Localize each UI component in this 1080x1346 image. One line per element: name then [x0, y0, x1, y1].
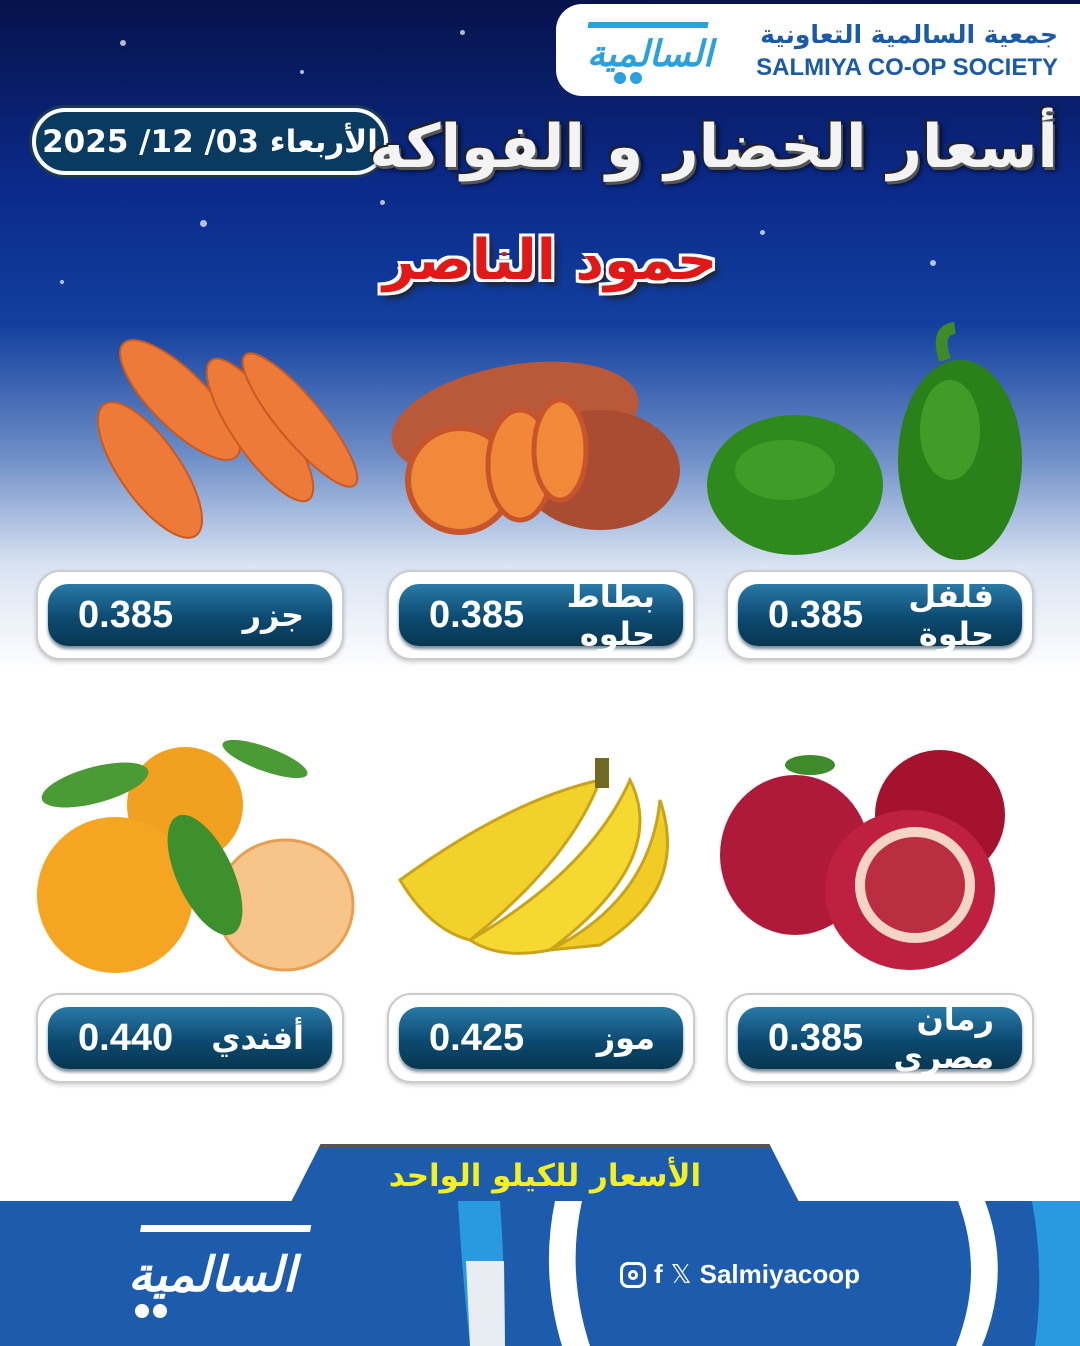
- product-name: جزر: [242, 596, 304, 634]
- product-name: رمان مصري: [893, 1000, 994, 1076]
- x-icon[interactable]: 𝕏: [670, 1259, 692, 1289]
- branch-subtitle: حمود الناصر: [382, 228, 718, 293]
- banana-icon: [398, 758, 669, 955]
- per-kilo-note: الأسعار للكيلو الواحد: [290, 1144, 800, 1204]
- price: 0.385: [429, 593, 525, 636]
- product-card-mandarin: 0.440 أفندي: [36, 993, 344, 1083]
- date-badge: الأربعاء 03/ 12/ 2025: [32, 108, 388, 175]
- product-name: فلفل حلوة: [908, 577, 994, 653]
- brand-name-ar: جمعية السالمية التعاونية: [760, 20, 1058, 49]
- svg-text:السالمية: السالمية: [587, 34, 718, 75]
- salmiya-logo: السالمية: [587, 22, 718, 84]
- footer-decoration: [458, 1201, 1080, 1346]
- price: 0.385: [768, 593, 864, 636]
- product-card-banana: 0.425 موز: [387, 993, 695, 1083]
- sweet-potato-icon: [391, 361, 680, 535]
- product-card-pomegranate: 0.385 رمان مصري: [726, 993, 1034, 1083]
- footer: السالمية f 𝕏 Salmiyacoop: [0, 1201, 1080, 1346]
- footer-salmiya-logo: السالمية: [128, 1225, 312, 1318]
- pomegranate-icon: [720, 750, 1005, 970]
- date-text: الأربعاء 03/ 12/ 2025: [42, 123, 378, 160]
- price: 0.425: [429, 1016, 525, 1059]
- product-card-bell-pepper: 0.385 فلفل حلوة: [726, 570, 1034, 660]
- product-name: أفندي: [211, 1019, 304, 1057]
- price: 0.385: [78, 593, 174, 636]
- page-title: أسعار الخضار و الفواكه: [369, 112, 1058, 182]
- social-handle[interactable]: Salmiyacoop: [699, 1259, 861, 1289]
- bell-pepper-icon: [707, 322, 1022, 560]
- carrot-icon: [96, 339, 359, 539]
- facebook-icon[interactable]: f: [654, 1259, 663, 1289]
- mandarin-icon: [37, 739, 355, 973]
- social-links: f 𝕏 Salmiyacoop: [620, 1259, 860, 1290]
- svg-text:السالمية: السالمية: [128, 1247, 302, 1303]
- product-card-carrot: 0.385 جزر: [36, 570, 344, 660]
- product-name: موز: [596, 1019, 655, 1057]
- product-card-sweet-potato: 0.385 بطاط حلوه: [387, 570, 695, 660]
- price: 0.385: [768, 1016, 864, 1059]
- instagram-icon[interactable]: [620, 1261, 646, 1288]
- price: 0.440: [78, 1016, 174, 1059]
- product-name: بطاط حلوه: [566, 577, 655, 653]
- per-kilo-text: الأسعار للكيلو الواحد: [388, 1158, 702, 1194]
- brand-name-en: SALMIYA CO-OP SOCIETY: [756, 54, 1058, 81]
- brand-header: السالمية جمعية السالمية التعاونية SALMIY…: [556, 4, 1080, 96]
